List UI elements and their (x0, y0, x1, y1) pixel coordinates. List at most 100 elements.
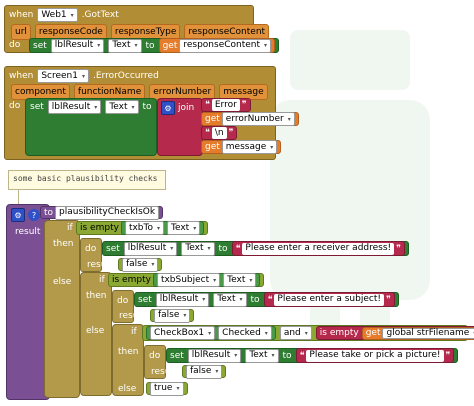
dropdown-arrow-icon: ▾ (215, 368, 219, 375)
comment-text[interactable]: some basic plausibility checks (13, 174, 158, 183)
and-block[interactable]: CheckBox1 ▾ Checked ▾ and ▾ is empty get gl… (142, 325, 474, 341)
comment-bubble[interactable]: some basic plausibility checks (8, 170, 166, 190)
getter-txbto-text[interactable]: txbTo ▾ Text ▾ (120, 221, 205, 235)
procedure-header[interactable]: to plausibilityCheckIsOk (40, 205, 164, 220)
result-label: result (87, 260, 113, 270)
is-empty-label: is empty (112, 275, 151, 285)
text-literal-message-3[interactable]: ❝ Please take or pick a picture! ❞ (295, 348, 455, 363)
dropdown-arrow-icon: ▾ (183, 312, 187, 319)
get-errornumber-block[interactable]: get errorNumber ▾ (201, 112, 299, 126)
set-property-dropdown[interactable]: Text ▾ (108, 38, 142, 53)
logic-false-2[interactable]: false ▾ (150, 308, 195, 323)
getter-checkbox1-checked[interactable]: CheckBox1 ▾ Checked ▾ (146, 326, 276, 340)
text-literal-message-2[interactable]: ❝ Please enter a subject! ❞ (263, 292, 395, 307)
get-message-block[interactable]: get message ▾ (201, 140, 282, 154)
text-literal-newline[interactable]: ❝ \n ❞ (201, 126, 238, 140)
set-label: set (170, 350, 184, 361)
set-lblresult-text-block[interactable]: set lblResult ▾ Text ▾ to get responseCont… (29, 38, 280, 53)
set-lblresult-text-block-2[interactable]: set lblResult ▾ Text ▾ to ❝ Please enter a… (134, 292, 399, 307)
get-var-dropdown[interactable]: global strFilename▾ (382, 327, 474, 339)
if-block-2[interactable]: if then else (80, 272, 112, 396)
dropdown-arrow-icon: ▾ (249, 276, 253, 284)
event-screen1-erroroccurred[interactable]: when Screen1 ▾ .ErrorOccurred component f… (4, 66, 299, 160)
text-literal-error[interactable]: ❝ Error ❞ (201, 98, 251, 112)
component-dropdown[interactable]: txbTo ▾ (124, 221, 164, 235)
result-label: result (119, 311, 145, 321)
component-dropdown[interactable]: Screen1 ▾ (37, 69, 89, 83)
set-component-dropdown[interactable]: lblResult ▾ (187, 348, 242, 363)
get-global-strfilename[interactable]: get global strFilename▾ (361, 326, 474, 340)
join-label: join (178, 103, 195, 113)
get-responsecontent-block[interactable]: get responseContent ▾ (158, 38, 276, 53)
quote-open-icon: ❝ (299, 350, 305, 361)
procedure-plausibilitycheckisok[interactable]: ⚙ ? result (6, 204, 50, 400)
to-label: to (142, 102, 152, 112)
mutator-gear-icon[interactable]: ⚙ (161, 101, 175, 115)
logic-true[interactable]: true ▾ (146, 381, 188, 396)
boolean-dropdown[interactable]: false ▾ (122, 257, 159, 272)
quote-close-icon: ❞ (228, 128, 234, 138)
getter-txbsubject-text[interactable]: txbSubject ▾ Text ▾ (152, 273, 261, 287)
when-label: when (9, 71, 34, 81)
dropdown-arrow-icon: ▾ (239, 296, 243, 303)
if-label: if (99, 275, 105, 285)
boolean-dropdown[interactable]: false ▾ (154, 308, 191, 323)
dropdown-arrow-icon: ▾ (81, 72, 85, 80)
get-var-dropdown[interactable]: responseContent ▾ (179, 38, 272, 53)
component-dropdown[interactable]: CheckBox1 ▾ (150, 326, 216, 340)
set-property-dropdown[interactable]: Text ▾ (213, 292, 247, 307)
set-component-dropdown[interactable]: lblResult ▾ (50, 38, 105, 53)
do-result-block-2[interactable]: do result (112, 290, 144, 323)
component-dropdown[interactable]: txbSubject ▾ (156, 273, 221, 287)
set-component-dropdown[interactable]: lblResult ▾ (47, 100, 102, 114)
component-dropdown[interactable]: Web1 ▾ (37, 8, 78, 22)
dropdown-arrow-icon: ▾ (271, 352, 275, 359)
logic-false-1[interactable]: false ▾ (118, 257, 163, 272)
procedure-name-field[interactable]: plausibilityCheckIsOk (55, 205, 160, 220)
set-lblresult-text-block[interactable]: set lblResult ▾ Text ▾ to (25, 98, 157, 156)
dropdown-arrow-icon: ▾ (94, 103, 98, 111)
quote-close-icon: ❞ (396, 243, 401, 254)
do-result-block-1[interactable]: do result (80, 238, 112, 272)
event-web1-gottext[interactable]: when Web1 ▾ .GotText url responseCode res… (4, 5, 280, 53)
text-literal-message-1[interactable]: ❝ Please enter a receiver address! ❞ (231, 241, 405, 256)
property-dropdown[interactable]: Checked ▾ (218, 326, 272, 340)
dropdown-arrow-icon: ▾ (70, 11, 74, 19)
set-component-dropdown[interactable]: lblResult ▾ (155, 292, 210, 307)
set-component-dropdown[interactable]: lblResult ▾ (123, 241, 178, 256)
get-var-dropdown[interactable]: errorNumber ▾ (221, 112, 295, 126)
set-lblresult-text-block-1[interactable]: set lblResult ▾ Text ▾ to ❝ Please enter a… (102, 241, 409, 256)
if-block-1[interactable]: if then else (44, 220, 80, 398)
dropdown-arrow-icon: ▾ (207, 245, 211, 252)
set-property-dropdown[interactable]: Text ▾ (105, 100, 139, 114)
property-dropdown[interactable]: Text ▾ (167, 221, 201, 235)
param-url[interactable]: url (11, 24, 31, 40)
boolean-dropdown[interactable]: true ▾ (150, 381, 184, 396)
set-property-dropdown[interactable]: Text ▾ (181, 241, 215, 256)
get-var-dropdown[interactable]: message ▾ (221, 140, 278, 154)
quote-open-icon: ❝ (205, 128, 210, 138)
logic-false-3[interactable]: false ▾ (182, 364, 227, 379)
and-or-dropdown[interactable]: and ▾ (279, 326, 312, 340)
is-empty-block-3[interactable]: is empty get global strFilename▾ (315, 326, 474, 340)
quote-open-icon: ❝ (267, 294, 273, 305)
if-block-3[interactable]: if then else (112, 324, 144, 396)
event-name: .GotText (81, 10, 119, 20)
property-dropdown[interactable]: Text ▾ (223, 273, 257, 287)
help-icon[interactable]: ? (28, 209, 40, 221)
do-result-block-3[interactable]: do result (144, 345, 176, 379)
dropdown-arrow-icon: ▾ (270, 143, 274, 151)
if-label: if (67, 223, 73, 233)
join-block[interactable]: ⚙ join (157, 98, 203, 156)
mutator-gear-icon[interactable]: ⚙ (11, 208, 25, 222)
set-property-dropdown[interactable]: Text ▾ (245, 348, 279, 363)
is-empty-block-1[interactable]: is empty txbTo ▾ Text ▾ (76, 221, 209, 235)
boolean-dropdown[interactable]: false ▾ (186, 364, 223, 379)
quote-open-icon: ❝ (205, 100, 210, 110)
dropdown-arrow-icon: ▾ (304, 329, 308, 337)
do-label: do (149, 351, 161, 361)
result-label: result (151, 367, 177, 377)
is-empty-block-2[interactable]: is empty txbSubject ▾ Text ▾ (108, 273, 265, 287)
param-message[interactable]: message (219, 84, 268, 100)
set-lblresult-text-block-3[interactable]: set lblResult ▾ Text ▾ to ❝ Please take or… (166, 348, 459, 363)
